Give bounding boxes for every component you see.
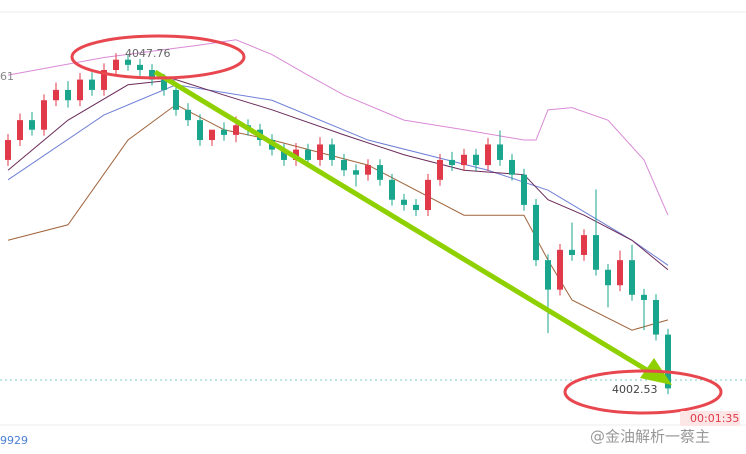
trend-arrow	[153, 69, 657, 378]
candle-body	[233, 125, 239, 135]
candle-body	[89, 79, 95, 90]
candle-body	[617, 260, 623, 286]
candle-body	[305, 149, 311, 160]
candle-body	[341, 159, 347, 171]
candle-body	[521, 174, 527, 205]
candle-body	[281, 149, 287, 160]
candle-body	[137, 64, 143, 71]
candle-body	[509, 159, 515, 175]
candle-body	[197, 120, 203, 141]
candle-body	[581, 235, 587, 256]
low-label: 4002.53	[612, 383, 658, 396]
candle-body	[5, 140, 11, 160]
watermark: @金油解析一蔡主	[590, 428, 710, 446]
candle-body	[113, 59, 119, 71]
candle-body	[317, 144, 323, 160]
candle-body	[485, 144, 491, 166]
candle-body	[53, 89, 59, 101]
candle-body	[149, 70, 155, 80]
candle-body	[605, 269, 611, 286]
candle-body	[41, 100, 47, 130]
candle-body	[401, 199, 407, 205]
candle-body	[569, 249, 575, 256]
candle-body	[17, 120, 23, 141]
indicator-line	[7, 79, 669, 271]
candle-body	[473, 154, 479, 166]
candle-body	[389, 179, 395, 200]
candle-body	[545, 260, 551, 290]
candle-body	[557, 249, 563, 290]
highlight-ellipse	[70, 34, 246, 80]
candle-body	[437, 159, 443, 180]
candle-body	[593, 235, 599, 270]
candle-body	[653, 299, 659, 335]
candle-body	[29, 120, 35, 130]
candle-body	[641, 294, 647, 300]
indicator-line	[7, 84, 669, 266]
left-label: 61	[0, 70, 14, 83]
candle-body	[629, 260, 635, 295]
candle-body	[185, 109, 191, 121]
candle-body	[377, 165, 383, 180]
candle-body	[665, 334, 671, 389]
candle-body	[77, 79, 83, 101]
candle-body	[425, 179, 431, 211]
candle-body	[173, 89, 179, 110]
indicator-line	[7, 104, 669, 331]
candle-body	[461, 154, 467, 166]
candle-body	[101, 70, 107, 90]
candle-body	[65, 89, 71, 101]
candle-body	[413, 204, 419, 211]
timer-bg	[680, 411, 740, 426]
candle-body	[449, 159, 455, 166]
candle-body	[353, 170, 359, 175]
highlight-ellipse	[563, 369, 723, 415]
high-label: 4047.76	[125, 47, 171, 60]
candle-body	[209, 129, 215, 141]
candle-body	[329, 144, 335, 160]
candle-body	[125, 59, 131, 65]
candle-body	[365, 165, 371, 175]
timer: 00:01:35	[690, 412, 739, 425]
candle-body	[533, 204, 539, 261]
candle-body	[161, 79, 167, 90]
candle-body	[497, 144, 503, 160]
bottom-label: 9929	[0, 434, 28, 447]
candle-body	[221, 129, 227, 135]
